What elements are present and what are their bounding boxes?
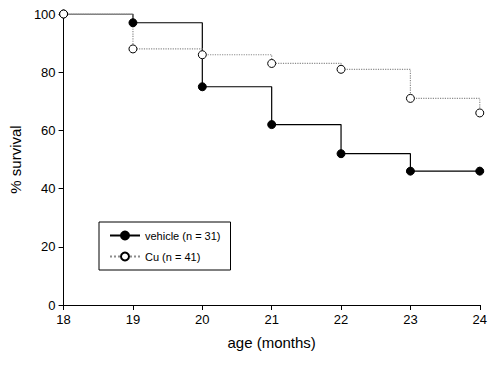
svg-text:21: 21 bbox=[264, 312, 278, 327]
svg-text:60: 60 bbox=[41, 123, 55, 138]
svg-text:% survival: % survival bbox=[7, 125, 24, 193]
svg-text:0: 0 bbox=[48, 298, 55, 313]
svg-text:20: 20 bbox=[41, 239, 55, 254]
svg-text:40: 40 bbox=[41, 181, 55, 196]
svg-text:age (months): age (months) bbox=[227, 334, 315, 351]
svg-text:19: 19 bbox=[126, 312, 140, 327]
svg-text:24: 24 bbox=[473, 312, 487, 327]
svg-text:80: 80 bbox=[41, 65, 55, 80]
svg-text:18: 18 bbox=[56, 312, 70, 327]
svg-text:100: 100 bbox=[34, 7, 56, 22]
svg-text:vehicle (n = 31): vehicle (n = 31) bbox=[145, 230, 221, 242]
svg-text:23: 23 bbox=[403, 312, 417, 327]
svg-text:22: 22 bbox=[334, 312, 348, 327]
svg-text:20: 20 bbox=[195, 312, 209, 327]
svg-text:Cu (n = 41): Cu (n = 41) bbox=[145, 251, 200, 263]
